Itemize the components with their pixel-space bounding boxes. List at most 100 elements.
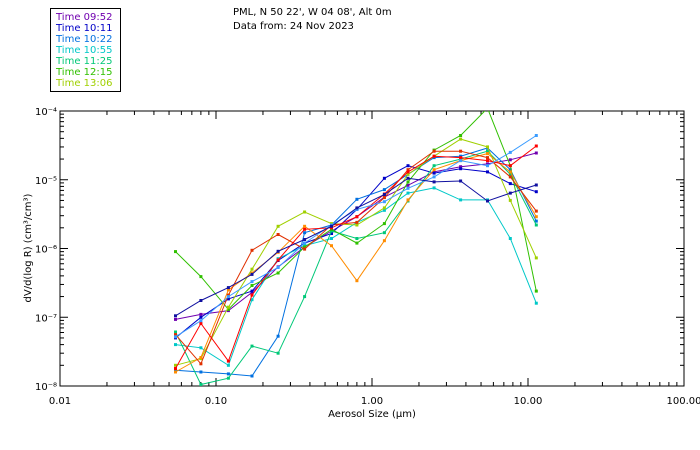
data-point: [226, 288, 230, 292]
data-point: [303, 295, 307, 299]
y-tick-label: 10⁻⁶: [35, 245, 57, 256]
data-point: [406, 164, 410, 168]
data-point: [534, 289, 538, 293]
legend-item: Time 10:11: [56, 23, 113, 34]
y-axis-label: dV/d(log R) (cm³/cm³): [23, 193, 34, 302]
y-axis: 10⁻⁸ 10⁻⁷ 10⁻⁶ 10⁻⁵ 10⁻⁴: [35, 107, 684, 393]
data-point: [174, 370, 177, 374]
data-point: [250, 344, 254, 348]
data-point: [382, 231, 386, 235]
data-point: [174, 368, 177, 372]
data-point: [199, 312, 203, 316]
data-point: [199, 370, 203, 374]
data-point: [432, 180, 436, 184]
data-point: [534, 190, 538, 194]
data-point: [226, 297, 230, 301]
data-point: [486, 199, 489, 203]
data-point: [382, 208, 386, 212]
data-point: [508, 175, 512, 179]
location-text: PML, N 50 22', W 04 08', Alt 0m: [233, 7, 392, 18]
data-point: [486, 156, 489, 160]
data-point: [508, 182, 512, 186]
data-point: [174, 317, 177, 321]
data-point: [250, 248, 254, 252]
data-point: [330, 244, 333, 248]
series-line: [175, 150, 537, 386]
data-point: [250, 272, 254, 276]
data-point: [355, 223, 359, 227]
data-point: [459, 198, 463, 202]
data-point: [199, 362, 203, 366]
x-axis-label: Aerosol Size (μm): [328, 409, 416, 420]
data-point: [534, 256, 538, 260]
series-line: [175, 138, 537, 366]
data-point: [199, 346, 203, 350]
data-point: [534, 183, 538, 187]
data-point: [199, 356, 203, 359]
data-point: [486, 164, 489, 168]
data-point: [508, 150, 512, 154]
data-point: [508, 164, 512, 168]
data-point: [534, 301, 538, 305]
data-point: [486, 145, 489, 149]
data-point: [303, 231, 307, 235]
data-point: [174, 330, 177, 334]
data-point: [486, 149, 489, 153]
series-line: [175, 187, 537, 367]
data-point: [276, 249, 280, 253]
data-point: [199, 322, 203, 325]
data-point: [406, 198, 410, 202]
y-tick-label: 10⁻⁵: [35, 176, 57, 187]
data-point: [199, 299, 203, 302]
data-point: [406, 180, 410, 184]
data-point: [226, 305, 230, 309]
data-point: [355, 220, 359, 224]
data-point: [508, 191, 512, 195]
data-point: [226, 376, 230, 380]
x-tick-label: 100.00: [667, 396, 700, 407]
data-point: [534, 215, 538, 219]
data-point: [382, 200, 386, 204]
data-point: [303, 227, 307, 231]
plot-frame: [59, 110, 685, 387]
data-point: [276, 351, 280, 355]
data-point: [199, 275, 203, 279]
series-line: [175, 145, 537, 369]
data-point: [303, 210, 307, 214]
data-point: [508, 237, 512, 240]
data-point: [459, 149, 463, 153]
data-point: [459, 134, 463, 137]
data-point: [226, 363, 230, 367]
data-point: [508, 168, 512, 172]
data-point: [355, 215, 359, 219]
data-point: [276, 266, 280, 269]
data-point: [174, 314, 177, 318]
data-point: [382, 222, 386, 226]
data-point: [382, 239, 386, 243]
data-point: [459, 179, 463, 183]
data-point: [534, 144, 538, 148]
y-tick-label: 10⁻⁷: [35, 313, 57, 324]
data-point: [250, 284, 254, 287]
data-point: [303, 238, 307, 241]
data-point: [226, 372, 230, 376]
data-point: [174, 363, 177, 367]
data-point: [382, 188, 386, 192]
data-point: [459, 159, 463, 163]
chart-header: PML, N 50 22', W 04 08', Alt 0m Data fro…: [233, 6, 392, 34]
data-point: [486, 107, 489, 110]
data-point: [250, 267, 254, 271]
data-point: [276, 224, 280, 228]
data-point: [199, 383, 203, 386]
y-tick-label: 10⁻⁴: [35, 107, 57, 118]
data-point: [174, 333, 177, 337]
data-point: [303, 247, 307, 251]
data-point: [432, 164, 436, 168]
data-point: [330, 237, 333, 240]
data-point: [276, 334, 280, 338]
data-point: [330, 224, 333, 228]
y-tick-label: 10⁻⁸: [35, 382, 57, 393]
data-point: [486, 152, 489, 156]
legend-item: Time 09:52: [56, 12, 113, 23]
data-point: [226, 286, 230, 290]
